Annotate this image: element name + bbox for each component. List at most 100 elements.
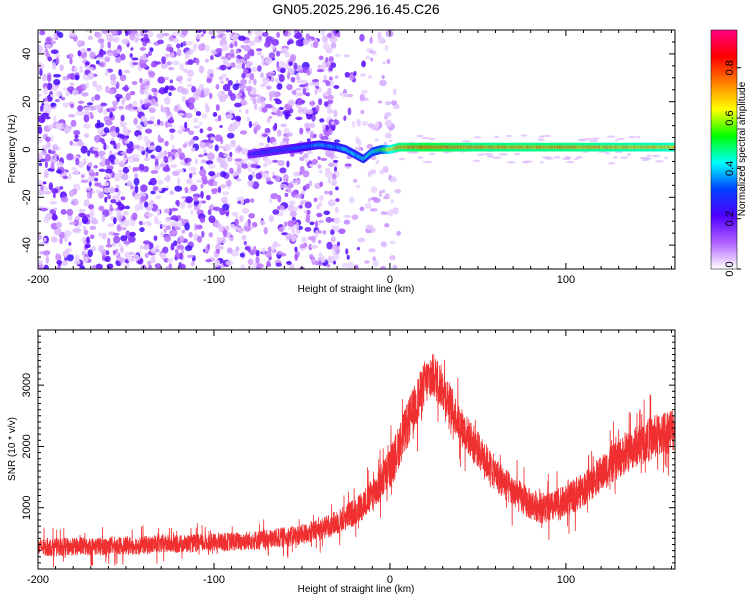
- spectrogram-cell: [577, 138, 586, 142]
- spectrogram-cell: [345, 248, 349, 255]
- spectrogram-cell: [60, 196, 69, 203]
- spectrogram-cell: [119, 74, 127, 82]
- spectrogram-cell: [167, 151, 172, 156]
- colorbar-gradient: [710, 29, 738, 270]
- spectrogram-cell: [170, 87, 177, 91]
- spectrogram-cell: [369, 208, 378, 212]
- spectrogram-cell: [390, 177, 396, 181]
- spectrogram-cell: [126, 147, 133, 154]
- spectrogram-cell: [219, 124, 223, 129]
- spectrogram-cell: [272, 124, 278, 132]
- spectrogram-cell: [254, 30, 263, 36]
- spectrogram-cell: [221, 196, 228, 204]
- spectrogram-cell: [154, 263, 162, 269]
- spectrogram-cell: [92, 146, 100, 151]
- spectrogram-cell: [351, 121, 356, 128]
- spectrogram-cell: [87, 35, 93, 41]
- spectrogram-cell: [249, 266, 256, 269]
- spectrogram-cell: [140, 115, 146, 121]
- y-tick-label: 40: [21, 48, 33, 60]
- spectrogram-cell: [387, 32, 392, 37]
- spectrogram-cell: [155, 195, 162, 200]
- spectrogram-cell: [328, 190, 333, 196]
- spectrogram-cell: [319, 181, 324, 187]
- spectrogram-cell: [225, 113, 234, 120]
- spectrogram-cell: [284, 221, 288, 228]
- spectrogram-cell: [135, 124, 142, 129]
- spectrogram-cell: [232, 120, 241, 127]
- spectrogram-cell: [122, 166, 130, 174]
- spectrogram-cell: [102, 109, 108, 116]
- spectrogram-cell: [614, 139, 619, 142]
- spectrogram-cell: [173, 105, 179, 112]
- spectrogram-cell: [151, 87, 158, 93]
- spectrogram-cell: [112, 217, 117, 225]
- spectrogram-cell: [483, 153, 494, 156]
- spectrogram-cell: [38, 138, 44, 143]
- spectrogram-cell: [130, 220, 136, 227]
- spectrogram-cell: [39, 30, 46, 36]
- spectrogram-cell: [200, 190, 204, 199]
- spectrogram-cell: [117, 169, 124, 173]
- spectrogram-cell: [163, 228, 167, 233]
- spectrogram-cell: [50, 94, 54, 98]
- spectrogram-cell: [302, 170, 310, 178]
- spectrogram-y-ticks: -40 -20 0 20 40: [21, 29, 675, 270]
- spectrogram-cell: [384, 132, 392, 139]
- spectrogram-cell: [109, 73, 117, 82]
- spectrogram-cell: [68, 221, 77, 225]
- spectrogram-cell: [326, 264, 331, 268]
- spectrogram-cell: [299, 127, 304, 135]
- spectrogram-cell: [145, 80, 150, 87]
- spectrogram-cell: [218, 145, 224, 149]
- spectrogram-cell: [138, 220, 143, 226]
- spectrogram-cell: [576, 156, 583, 159]
- colorbar: 0.0 0.2 0.4 0.6 0.8 Normalized spectral ampl…: [710, 29, 748, 277]
- spectrogram-cell: [205, 194, 211, 201]
- spectrogram-cell: [392, 264, 398, 269]
- spectrogram-cell: [199, 140, 206, 149]
- spectrogram-cell: [134, 185, 139, 194]
- spectrogram-cell: [53, 228, 62, 236]
- spectrogram-cell: [335, 186, 339, 191]
- spectrogram-cell: [390, 199, 395, 204]
- spectrogram-cell: [317, 164, 322, 169]
- spectrogram-cell: [147, 145, 156, 151]
- spectrogram-cell: [121, 173, 129, 181]
- spectrogram-cell: [265, 251, 272, 258]
- spectrogram-cell: [106, 34, 114, 43]
- spectrogram-cell: [73, 138, 80, 142]
- spectrogram-cell: [131, 57, 139, 61]
- spectrogram-cell: [221, 90, 226, 95]
- spectrogram-cell: [96, 57, 105, 61]
- spectrogram-cell: [193, 107, 198, 113]
- spectrogram-cell: [344, 163, 352, 167]
- spectrogram-cell: [198, 154, 204, 158]
- spectrogram-cell: [369, 36, 373, 44]
- spectrogram-cell: [157, 39, 164, 45]
- spectrogram-cell: [208, 215, 216, 224]
- spectrogram-cell: [66, 208, 74, 216]
- spectrogram-cell: [309, 221, 315, 226]
- spectrogram-cell: [181, 95, 186, 102]
- spectrogram-cell: [212, 206, 221, 211]
- spectrogram-cell: [486, 155, 494, 158]
- spectrogram-cell: [295, 39, 302, 47]
- spectrogram-cell: [234, 214, 239, 219]
- spectrogram-cell: [295, 116, 303, 121]
- spectrogram-cell: [87, 249, 93, 258]
- spectrogram-cell: [327, 33, 332, 38]
- spectrogram-cell: [66, 254, 74, 262]
- spectrogram-cell: [318, 201, 323, 207]
- spectrogram-cell: [320, 30, 326, 36]
- spectrogram-cell: [149, 177, 157, 186]
- spectrogram-cell: [69, 103, 75, 109]
- spectrogram-cell: [331, 178, 338, 186]
- spectrogram-cell: [204, 245, 208, 253]
- spectrogram-cell: [242, 207, 250, 214]
- spectrogram-cell: [133, 167, 141, 172]
- spectrogram-cell: [325, 47, 333, 54]
- spectrogram-cell: [375, 160, 379, 165]
- spectrogram-cell: [309, 122, 316, 128]
- spectrogram-cell: [98, 232, 103, 237]
